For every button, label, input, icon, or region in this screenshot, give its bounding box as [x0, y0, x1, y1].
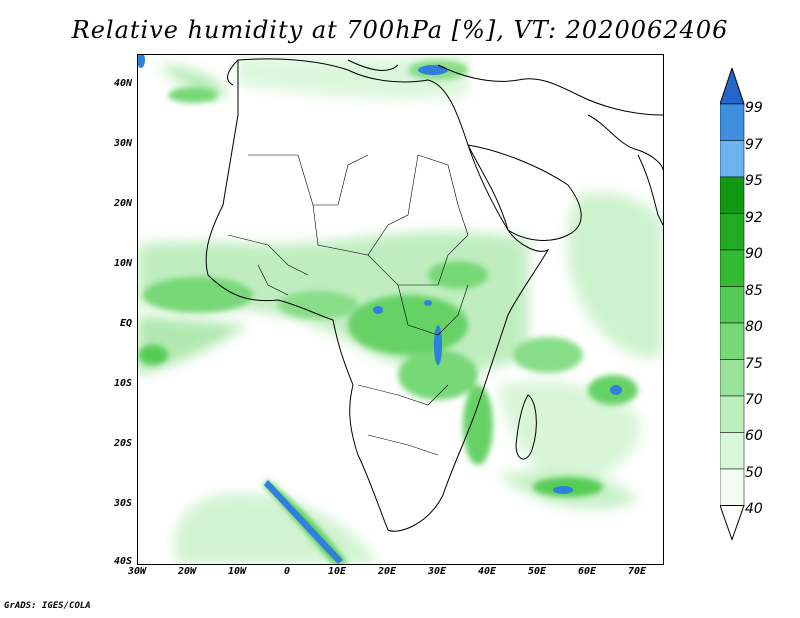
- cb-label-75: 75: [745, 356, 763, 372]
- colorbar-segment: [720, 176, 745, 214]
- grads-credit: GrADS: IGES/COLA: [4, 601, 91, 611]
- lat-label-40s: 40S: [113, 556, 132, 567]
- lon-label-20e: 20E: [377, 566, 397, 577]
- lat-label-30n: 30N: [113, 138, 132, 149]
- lat-label-30s: 30S: [113, 498, 132, 509]
- colorbar-segment: [720, 249, 745, 287]
- cb-label-85: 85: [745, 283, 763, 299]
- humidity-saturated-layer: [138, 55, 622, 564]
- lat-label-eq: EQ: [119, 318, 132, 329]
- cb-label-92: 92: [745, 210, 763, 226]
- lon-label-70e: 70E: [627, 566, 647, 577]
- cb-label-50: 50: [745, 465, 763, 481]
- cb-label-90: 90: [745, 246, 763, 262]
- lon-label-10e: 10E: [327, 566, 347, 577]
- country-borders: [227, 154, 469, 456]
- lon-label-20w: 20W: [177, 566, 197, 577]
- lat-label-40n: 40N: [113, 78, 132, 89]
- colorbar-segment: [720, 432, 745, 470]
- lon-label-10w: 10W: [227, 566, 247, 577]
- lon-label-30w: 30W: [127, 566, 147, 577]
- lat-label-10s: 10S: [113, 378, 132, 389]
- cb-label-97: 97: [745, 137, 763, 153]
- colorbar-top-arrow: [720, 68, 745, 105]
- lon-label-60e: 60E: [577, 566, 597, 577]
- lat-label-20s: 20S: [113, 438, 132, 449]
- lat-label-10n: 10N: [113, 258, 132, 269]
- lon-label-50e: 50E: [527, 566, 547, 577]
- humidity-colorbar: [720, 68, 745, 542]
- colorbar-segment: [720, 103, 745, 141]
- map-panel[interactable]: [137, 54, 664, 565]
- cb-label-70: 70: [745, 392, 763, 408]
- colorbar-segment: [720, 286, 745, 324]
- colorbar-segment: [720, 140, 745, 178]
- lon-label-0: 0: [283, 566, 291, 577]
- humidity-map: [138, 55, 663, 564]
- cb-label-95: 95: [745, 173, 763, 189]
- colorbar-bottom-arrow: [720, 505, 745, 542]
- cb-label-80: 80: [745, 319, 763, 335]
- colorbar-segment: [720, 213, 745, 251]
- colorbar-segment: [720, 359, 745, 397]
- lon-label-40e: 40E: [477, 566, 497, 577]
- cb-label-40: 40: [745, 501, 763, 517]
- colorbar-segment: [720, 468, 745, 506]
- coastlines: [205, 58, 663, 532]
- colorbar-segment: [720, 395, 745, 433]
- cb-label-99: 99: [745, 100, 763, 116]
- cb-label-60: 60: [745, 428, 763, 444]
- lat-label-20n: 20N: [113, 198, 132, 209]
- lon-label-30e: 30E: [427, 566, 447, 577]
- colorbar-segment: [720, 322, 745, 360]
- map-title: Relative humidity at 700hPa [%], VT: 202…: [71, 16, 729, 44]
